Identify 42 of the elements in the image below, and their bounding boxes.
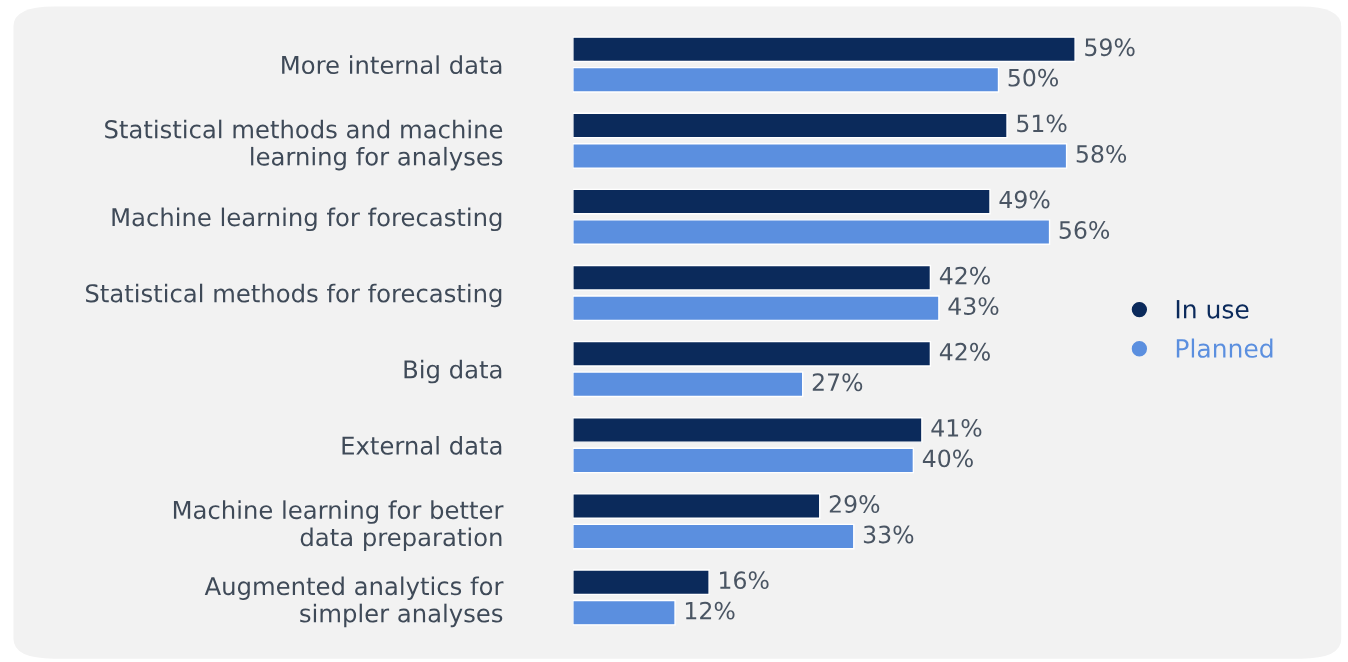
- y-tick-label: Machine learning for better data preparation: [173, 500, 504, 552]
- data-label: 16%: [720, 571, 769, 590]
- bar: [572, 447, 915, 474]
- data-label: 50%: [1008, 68, 1058, 87]
- bar: [572, 264, 932, 291]
- y-tick-label: External data: [342, 435, 502, 455]
- bar: [572, 188, 991, 215]
- y-tick-label: More internal data: [282, 55, 502, 75]
- y-tick-label: Augmented analytics for simpler analyses: [204, 576, 504, 628]
- y-tick-label: Machine learning for forecasting: [112, 207, 502, 232]
- data-label: 56%: [1059, 221, 1110, 239]
- data-label: 40%: [922, 449, 973, 468]
- bar: [572, 417, 923, 443]
- data-label: 51%: [1017, 114, 1067, 133]
- bar: [572, 371, 804, 398]
- y-tick-label: Statistical methods for forecasting: [85, 283, 502, 308]
- bar: [572, 493, 821, 519]
- data-label: 49%: [999, 190, 1050, 209]
- bar: [572, 523, 855, 550]
- data-label: 33%: [863, 525, 914, 544]
- data-label: 29%: [829, 495, 880, 513]
- bar: [572, 143, 1068, 169]
- y-tick-label: Big data: [404, 359, 502, 384]
- bar: [572, 66, 1000, 93]
- data-label: 43%: [948, 297, 999, 316]
- bar: [572, 295, 940, 322]
- data-label: 58%: [1076, 144, 1127, 163]
- bar: [572, 599, 676, 626]
- legend-label: In use: [1176, 300, 1249, 319]
- data-label: 42%: [939, 266, 990, 285]
- bar: [572, 36, 1076, 63]
- bar: [572, 340, 932, 367]
- bar: [572, 569, 710, 596]
- y-tick-label: Statistical methods and machine learning for analyses: [105, 119, 503, 171]
- data-label: 27%: [812, 373, 863, 392]
- bar: [572, 219, 1051, 245]
- data-label: 42%: [939, 342, 990, 361]
- legend-label: Planned: [1176, 338, 1273, 358]
- data-label: 59%: [1085, 38, 1135, 57]
- data-label: 12%: [685, 601, 735, 620]
- bar: [572, 112, 1008, 139]
- data-label: 41%: [931, 418, 982, 437]
